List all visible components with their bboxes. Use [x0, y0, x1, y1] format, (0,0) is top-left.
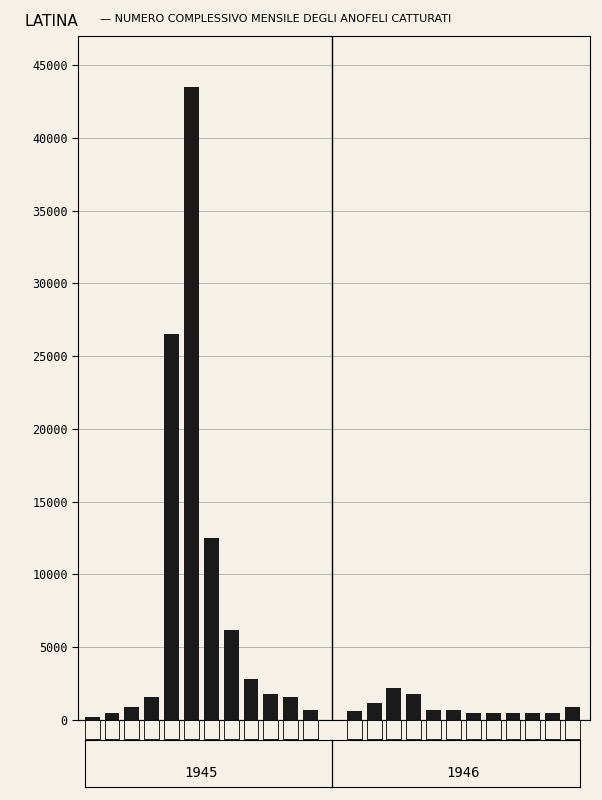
FancyBboxPatch shape	[486, 720, 501, 739]
Bar	[303, 710, 318, 720]
FancyBboxPatch shape	[105, 720, 119, 739]
FancyBboxPatch shape	[244, 720, 258, 739]
Bar	[85, 717, 99, 720]
FancyBboxPatch shape	[164, 720, 179, 739]
Bar	[367, 702, 382, 720]
Bar	[506, 713, 521, 720]
FancyBboxPatch shape	[224, 720, 238, 739]
Text: LATINA: LATINA	[24, 14, 78, 30]
FancyBboxPatch shape	[303, 720, 318, 739]
Bar	[224, 630, 238, 720]
Text: — NUMERO COMPLESSIVO MENSILE DEGLI ANOFELI CATTURATI: — NUMERO COMPLESSIVO MENSILE DEGLI ANOFE…	[93, 14, 452, 24]
Bar	[347, 711, 362, 720]
FancyBboxPatch shape	[347, 720, 362, 739]
FancyBboxPatch shape	[125, 720, 139, 739]
FancyBboxPatch shape	[204, 720, 219, 739]
FancyBboxPatch shape	[545, 720, 560, 739]
Bar	[406, 694, 421, 720]
Bar	[144, 697, 159, 720]
FancyBboxPatch shape	[184, 720, 199, 739]
Bar	[565, 707, 580, 720]
Bar	[446, 710, 461, 720]
Bar	[264, 694, 278, 720]
Bar	[426, 710, 441, 720]
FancyBboxPatch shape	[466, 720, 481, 739]
FancyBboxPatch shape	[386, 720, 402, 739]
FancyBboxPatch shape	[85, 720, 99, 739]
Text: 1945: 1945	[185, 766, 218, 780]
Bar	[486, 713, 501, 720]
Bar	[204, 538, 219, 720]
FancyBboxPatch shape	[144, 720, 159, 739]
Bar	[244, 679, 258, 720]
FancyBboxPatch shape	[506, 720, 521, 739]
Bar	[526, 713, 541, 720]
Text: 1946: 1946	[447, 766, 480, 780]
Bar	[184, 87, 199, 720]
FancyBboxPatch shape	[264, 720, 278, 739]
Bar	[283, 697, 298, 720]
FancyBboxPatch shape	[426, 720, 441, 739]
Bar	[545, 713, 560, 720]
FancyBboxPatch shape	[446, 720, 461, 739]
FancyBboxPatch shape	[565, 720, 580, 739]
Bar	[386, 688, 402, 720]
FancyBboxPatch shape	[283, 720, 298, 739]
Bar	[105, 714, 119, 720]
FancyBboxPatch shape	[526, 720, 541, 739]
FancyBboxPatch shape	[406, 720, 421, 739]
Bar	[125, 707, 139, 720]
Bar	[466, 713, 481, 720]
FancyBboxPatch shape	[367, 720, 382, 739]
Bar	[164, 334, 179, 720]
